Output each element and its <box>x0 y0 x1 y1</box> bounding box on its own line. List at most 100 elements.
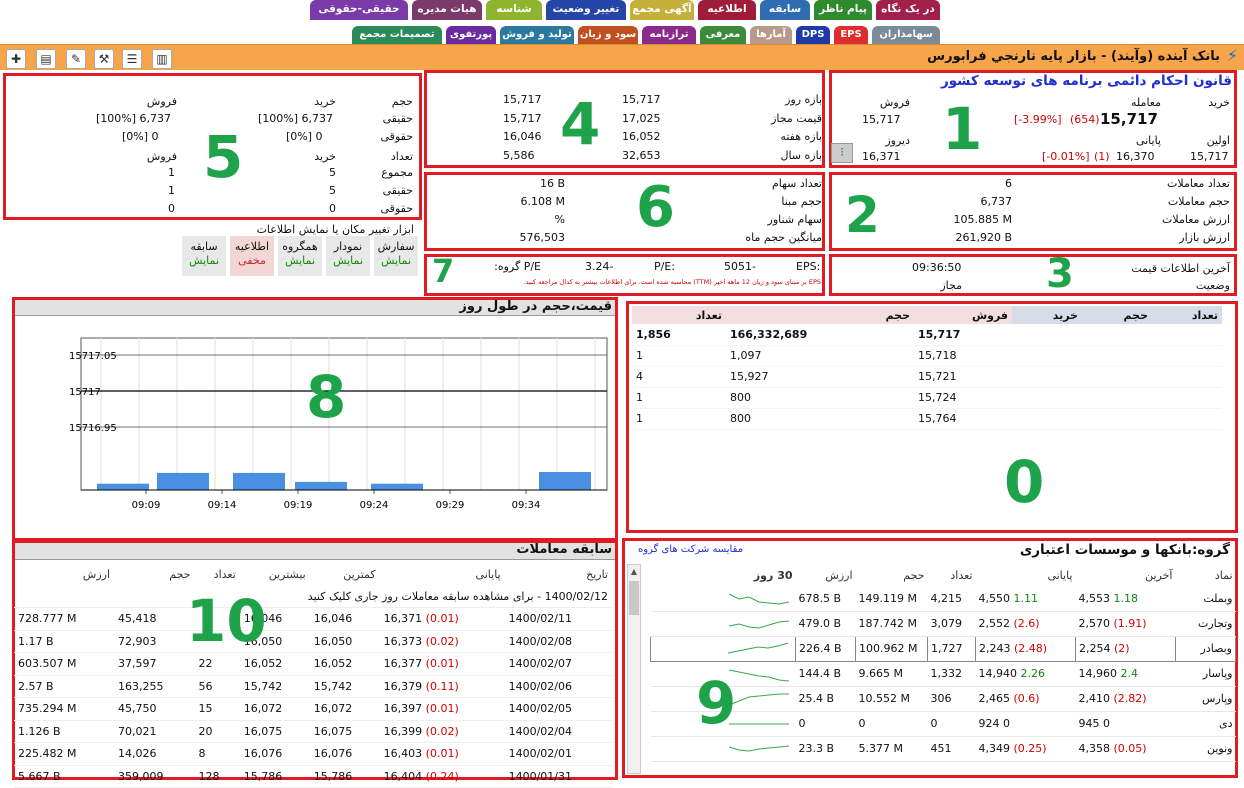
hist-close: 16,371 <box>383 612 423 626</box>
toggle-orders[interactable]: سفارش نمایش <box>374 236 418 276</box>
edit-tool-icon[interactable]: ✎ <box>66 49 86 69</box>
hist-close: 16,373 <box>383 634 423 648</box>
grp-symbol[interactable]: وپاسار <box>1175 661 1236 687</box>
individual-count-label: حقیقی <box>382 184 413 197</box>
hist-count: 8 <box>194 742 240 766</box>
group-row[interactable]: وتجارت 2,570 (1.91) 2,552 (2.6) 3,079 187.74… <box>650 611 1236 637</box>
grp-sparkline-cell <box>650 686 796 712</box>
toggle-chart[interactable]: نمودار نمایش <box>326 236 370 276</box>
document-tool-icon[interactable]: ▤ <box>36 49 56 69</box>
tab-shareholders[interactable]: سهامداران <box>872 26 940 44</box>
tab-supervisor-message[interactable]: پیام ناظر <box>814 0 872 20</box>
hist-change: (0.02) <box>425 634 459 648</box>
history-row[interactable]: 1400/02/01 16,403 (0.01) 16,076 16,076 8 14,0… <box>14 742 612 766</box>
scroll-thumb[interactable] <box>629 581 639 615</box>
ob-sell-price: 15,721 <box>914 366 1012 388</box>
trade-label: معامله <box>1131 96 1161 109</box>
law-link[interactable]: قانون احکام دائمی برنامه های توسعه کشور <box>940 73 1232 89</box>
grp-last-change: (0.05) <box>1113 742 1147 755</box>
yesterday-label: دیروز <box>885 134 910 147</box>
grp-symbol[interactable]: دی <box>1175 711 1236 737</box>
scroll-up-icon[interactable]: ▲ <box>630 567 638 576</box>
orderbook-row[interactable]: 15,721 15,927 4 <box>632 366 1222 388</box>
share-stat-value: 6.108 M <box>520 195 565 208</box>
grp-sparkline-cell <box>650 661 796 687</box>
compare-group-link[interactable]: مقایسه شرکت های گروه <box>637 544 743 555</box>
hist-close-cell: 16,371 (0.01) <box>379 607 505 631</box>
tab-dps[interactable]: DPS <box>796 26 830 44</box>
ob-sell-price: 15,764 <box>914 408 1012 430</box>
toggle-peer[interactable]: همگروه نمایش <box>278 236 322 276</box>
network-tool-icon[interactable]: ⚒ <box>94 49 114 69</box>
history-row[interactable]: 1400/02/04 16,399 (0.02) 16,075 16,075 20 70,… <box>14 720 612 743</box>
hist-close-cell: 16,397 (0.01) <box>379 697 505 721</box>
hist-count: 128 <box>194 765 240 788</box>
tab-profit-loss[interactable]: سود و زیان <box>578 26 638 44</box>
equalizer-icon[interactable]: ⫶ <box>831 143 853 163</box>
toggle-history[interactable]: سابقه نمایش <box>182 236 226 276</box>
toggle-announcement[interactable]: اطلاعیه مخفی <box>230 236 274 276</box>
grp-last-cell: 945 0 <box>1075 711 1176 737</box>
group-title: گروه:بانکها و موسسات اعتباری <box>1019 542 1230 558</box>
history-row[interactable]: 1400/02/11 16,371 (0.01) 16,046 16,046 45,41… <box>14 607 612 631</box>
tab-board[interactable]: هیات مدیره <box>412 0 482 20</box>
hist-volume: 72,903 <box>114 630 195 653</box>
hist-high: 16,050 <box>239 630 310 653</box>
tab-meeting-notice[interactable]: آگهی مجمع <box>630 0 694 20</box>
share-stat-label: حجم مبنا <box>781 195 822 208</box>
ob-sell-count: 1 <box>632 345 726 367</box>
box-number-8: 8 <box>306 363 347 431</box>
grp-symbol[interactable]: وبملت <box>1175 586 1236 612</box>
tab-intro[interactable]: معرفی <box>700 26 746 44</box>
table-tool-icon[interactable]: ☰ <box>122 49 142 69</box>
orderbook-row[interactable]: 15,724 800 1 <box>632 387 1222 409</box>
group-row[interactable]: وبصادر 2,254 (2) 2,243 (2.48) 1,727 100.962 … <box>650 635 1236 662</box>
chart-tool-icon[interactable]: ▥ <box>152 49 172 69</box>
history-row[interactable]: 1400/02/05 16,397 (0.01) 16,072 16,072 15 45,… <box>14 697 612 721</box>
history-row[interactable]: 1400/02/07 16,377 (0.01) 16,052 16,052 22 37,… <box>14 652 612 676</box>
trade-stat-label: تعداد معاملات <box>1167 177 1230 190</box>
orderbook-table: تعداد حجم خرید فروش حجم تعداد 15,717 166,… <box>632 306 1222 430</box>
tab-eps[interactable]: EPS <box>834 26 868 44</box>
grp-count: 3,079 <box>927 611 976 637</box>
tab-meeting-decisions[interactable]: تصمیمات مجمع <box>352 26 442 44</box>
grp-symbol[interactable]: ونوین <box>1175 736 1236 762</box>
group-scrollbar[interactable]: ▲ <box>627 564 641 774</box>
orderbook-row[interactable]: 15,717 166,332,689 1,856 <box>632 324 1222 346</box>
grp-symbol[interactable]: وبصادر <box>1175 635 1236 662</box>
ob-buy-empty <box>1152 366 1222 388</box>
tab-portfolio[interactable]: پورتفوی <box>446 26 496 44</box>
tab-identifier[interactable]: شناسه <box>486 0 542 20</box>
tab-production-sales[interactable]: تولید و فروش <box>500 26 574 44</box>
grp-last-change: (1.91) <box>1113 617 1147 630</box>
tab-status-change[interactable]: تغییر وضعیت <box>546 0 626 20</box>
range-value-b: 16,046 <box>503 130 542 143</box>
history-row[interactable]: 1400/01/31 16,404 (0.24) 15,786 15,786 128 35… <box>14 765 612 788</box>
orderbook-row[interactable]: 15,764 800 1 <box>632 408 1222 430</box>
orderbook-row[interactable]: 15,718 1,097 1 <box>632 345 1222 367</box>
tab-announcement[interactable]: اطلاعیه <box>698 0 756 20</box>
tab-stats[interactable]: آمارها <box>750 26 792 44</box>
tab-at-a-glance[interactable]: در یک نگاه <box>876 0 940 20</box>
add-tool-icon[interactable]: ✚ <box>6 49 26 69</box>
lightning-icon: ⚡ <box>1226 46 1238 65</box>
grp-close: 2,552 <box>978 617 1011 630</box>
grp-value: 479.0 B <box>795 611 856 637</box>
tab-balance-sheet[interactable]: ترازنامه <box>642 26 696 44</box>
history-note[interactable]: 1400/02/12 - برای مشاهده سابقه معاملات ر… <box>14 585 612 608</box>
hist-close: 16,397 <box>383 702 423 716</box>
history-row[interactable]: 1400/02/08 16,373 (0.02) 16,050 16,050 72,90… <box>14 630 612 653</box>
tab-individual-legal[interactable]: حقیقی-حقوقی <box>310 0 408 20</box>
grp-close-change: (0.6) <box>1013 692 1040 705</box>
box-number-3: 3 <box>1046 251 1074 297</box>
tab-history[interactable]: سابقه <box>760 0 810 20</box>
grp-symbol[interactable]: وتجارت <box>1175 611 1236 637</box>
grp-symbol[interactable]: وپارس <box>1175 686 1236 712</box>
history-row[interactable]: 1400/02/06 16,379 (0.11) 15,742 15,742 56 163… <box>14 675 612 698</box>
ob-sell-volume: 1,097 <box>726 345 914 367</box>
